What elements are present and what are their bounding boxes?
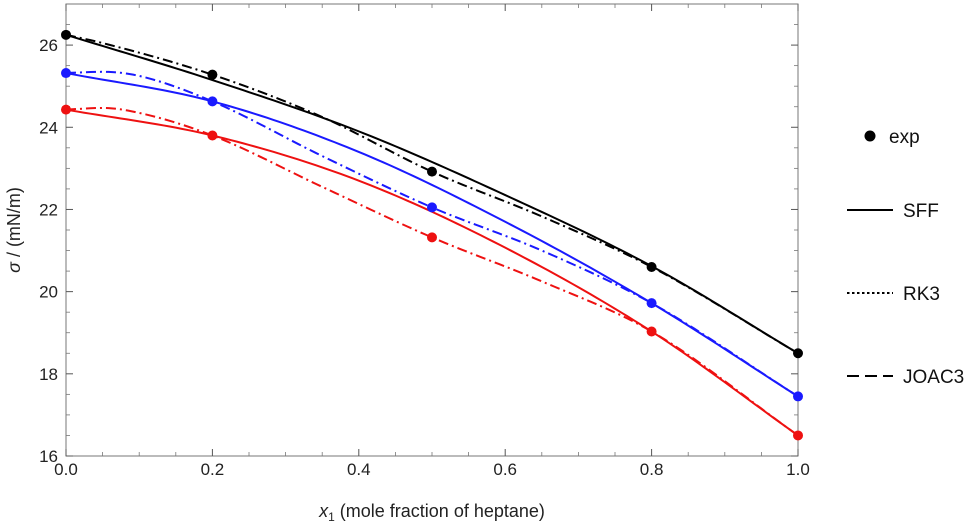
- legend-rk3-label: RK3: [903, 284, 940, 305]
- x-tick-label: 0.4: [347, 460, 371, 479]
- exp-point-blue: [427, 202, 437, 212]
- y-tick-label: 20: [39, 283, 58, 302]
- legend: exp SFF RK3 JOAC3: [847, 127, 964, 388]
- y-axis-label-rest: / (mN/m): [4, 187, 24, 262]
- x-tick-label: 0.8: [640, 460, 664, 479]
- y-tick-label: 24: [39, 118, 58, 137]
- exp-point-red: [61, 105, 71, 115]
- exp-point-red: [427, 232, 437, 242]
- exp-point-black: [793, 348, 803, 358]
- exp-point-black: [207, 70, 217, 80]
- x-axis-label: x1 (mole fraction of heptane): [318, 501, 545, 524]
- model-curve-red: [66, 108, 798, 435]
- legend-exp-marker: [865, 131, 876, 142]
- exp-point-red: [793, 430, 803, 440]
- x-tick-label: 1.0: [786, 460, 810, 479]
- exp-point-blue: [61, 68, 71, 78]
- exp-point-black: [427, 167, 437, 177]
- exp-point-blue: [793, 391, 803, 401]
- plot-frame: [66, 4, 798, 456]
- legend-exp-label: exp: [889, 127, 920, 148]
- y-axis-label: σ / (mN/m): [4, 187, 24, 273]
- exp-point-blue: [207, 96, 217, 106]
- y-tick-label: 22: [39, 200, 58, 219]
- x-tick-label: 0.6: [493, 460, 517, 479]
- exp-point-black: [61, 30, 71, 40]
- sff-curve-black: [66, 35, 798, 353]
- legend-sff-label: SFF: [903, 201, 939, 222]
- x-axis-label-rest: (mole fraction of heptane): [335, 501, 545, 521]
- exp-point-blue: [647, 298, 657, 308]
- model-curve-black: [66, 35, 798, 353]
- y-tick-label: 16: [39, 447, 58, 466]
- y-tick-label: 18: [39, 365, 58, 384]
- x-tick-label: 0.2: [201, 460, 225, 479]
- exp-point-red: [647, 326, 657, 336]
- exp-point-black: [647, 262, 657, 272]
- y-tick-label: 26: [39, 36, 58, 55]
- sff-curve-red: [66, 110, 798, 436]
- exp-point-red: [207, 130, 217, 140]
- legend-joac3-label: JOAC3: [903, 367, 964, 388]
